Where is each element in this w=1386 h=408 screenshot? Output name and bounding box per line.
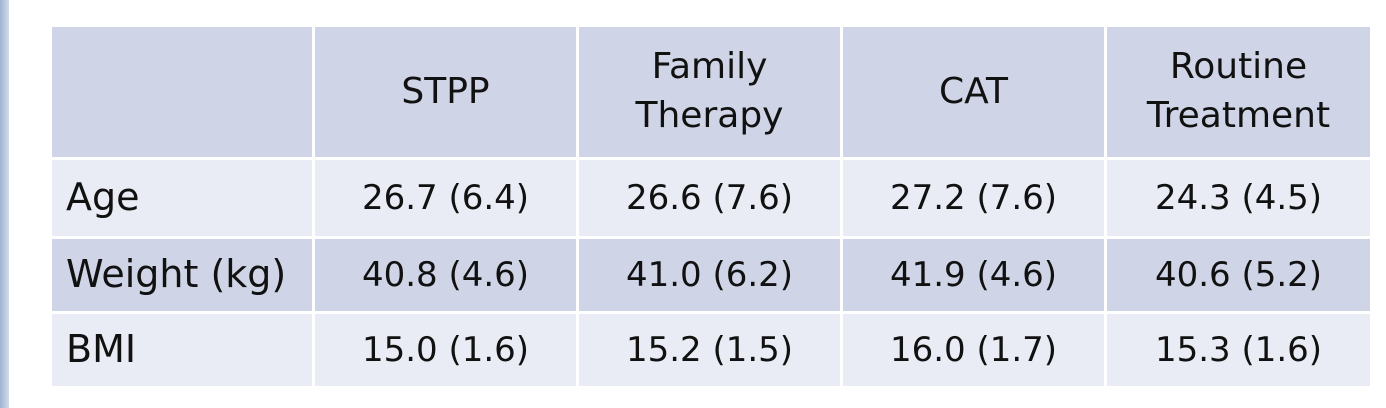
- table-row-age: Age 26.7 (6.4) 26.6 (7.6) 27.2 (7.6) 24.…: [49, 157, 1373, 239]
- table-cell: 16.0 (1.7): [840, 311, 1107, 389]
- header-cell-cat: CAT: [840, 24, 1107, 160]
- header-cell-family-therapy: Family Therapy: [576, 24, 843, 160]
- table-cell: 40.6 (5.2): [1104, 236, 1373, 314]
- header-cell-routine-treatment: Routine Treatment: [1104, 24, 1373, 160]
- table-cell: 27.2 (7.6): [840, 157, 1107, 239]
- header-cell-stpp: STPP: [312, 24, 579, 160]
- table-cell: 41.0 (6.2): [576, 236, 843, 314]
- header-cell-empty: [49, 24, 315, 160]
- left-accent-bar: [0, 0, 9, 408]
- table-cell: 15.3 (1.6): [1104, 311, 1373, 389]
- table-row-bmi: BMI 15.0 (1.6) 15.2 (1.5) 16.0 (1.7) 15.…: [49, 311, 1373, 389]
- table-cell: 41.9 (4.6): [840, 236, 1107, 314]
- table-row-weight: Weight (kg) 40.8 (4.6) 41.0 (6.2) 41.9 (…: [49, 236, 1373, 314]
- table-cell: 26.6 (7.6): [576, 157, 843, 239]
- row-label: Weight (kg): [49, 236, 315, 314]
- table-cell: 40.8 (4.6): [312, 236, 579, 314]
- table-cell: 26.7 (6.4): [312, 157, 579, 239]
- row-label: BMI: [49, 311, 315, 389]
- data-table: STPP Family Therapy CAT Routine Treatmen…: [49, 24, 1373, 389]
- table-cell: 15.0 (1.6): [312, 311, 579, 389]
- table-cell: 15.2 (1.5): [576, 311, 843, 389]
- table-header-row: STPP Family Therapy CAT Routine Treatmen…: [49, 24, 1373, 160]
- table-cell: 24.3 (4.5): [1104, 157, 1373, 239]
- row-label: Age: [49, 157, 315, 239]
